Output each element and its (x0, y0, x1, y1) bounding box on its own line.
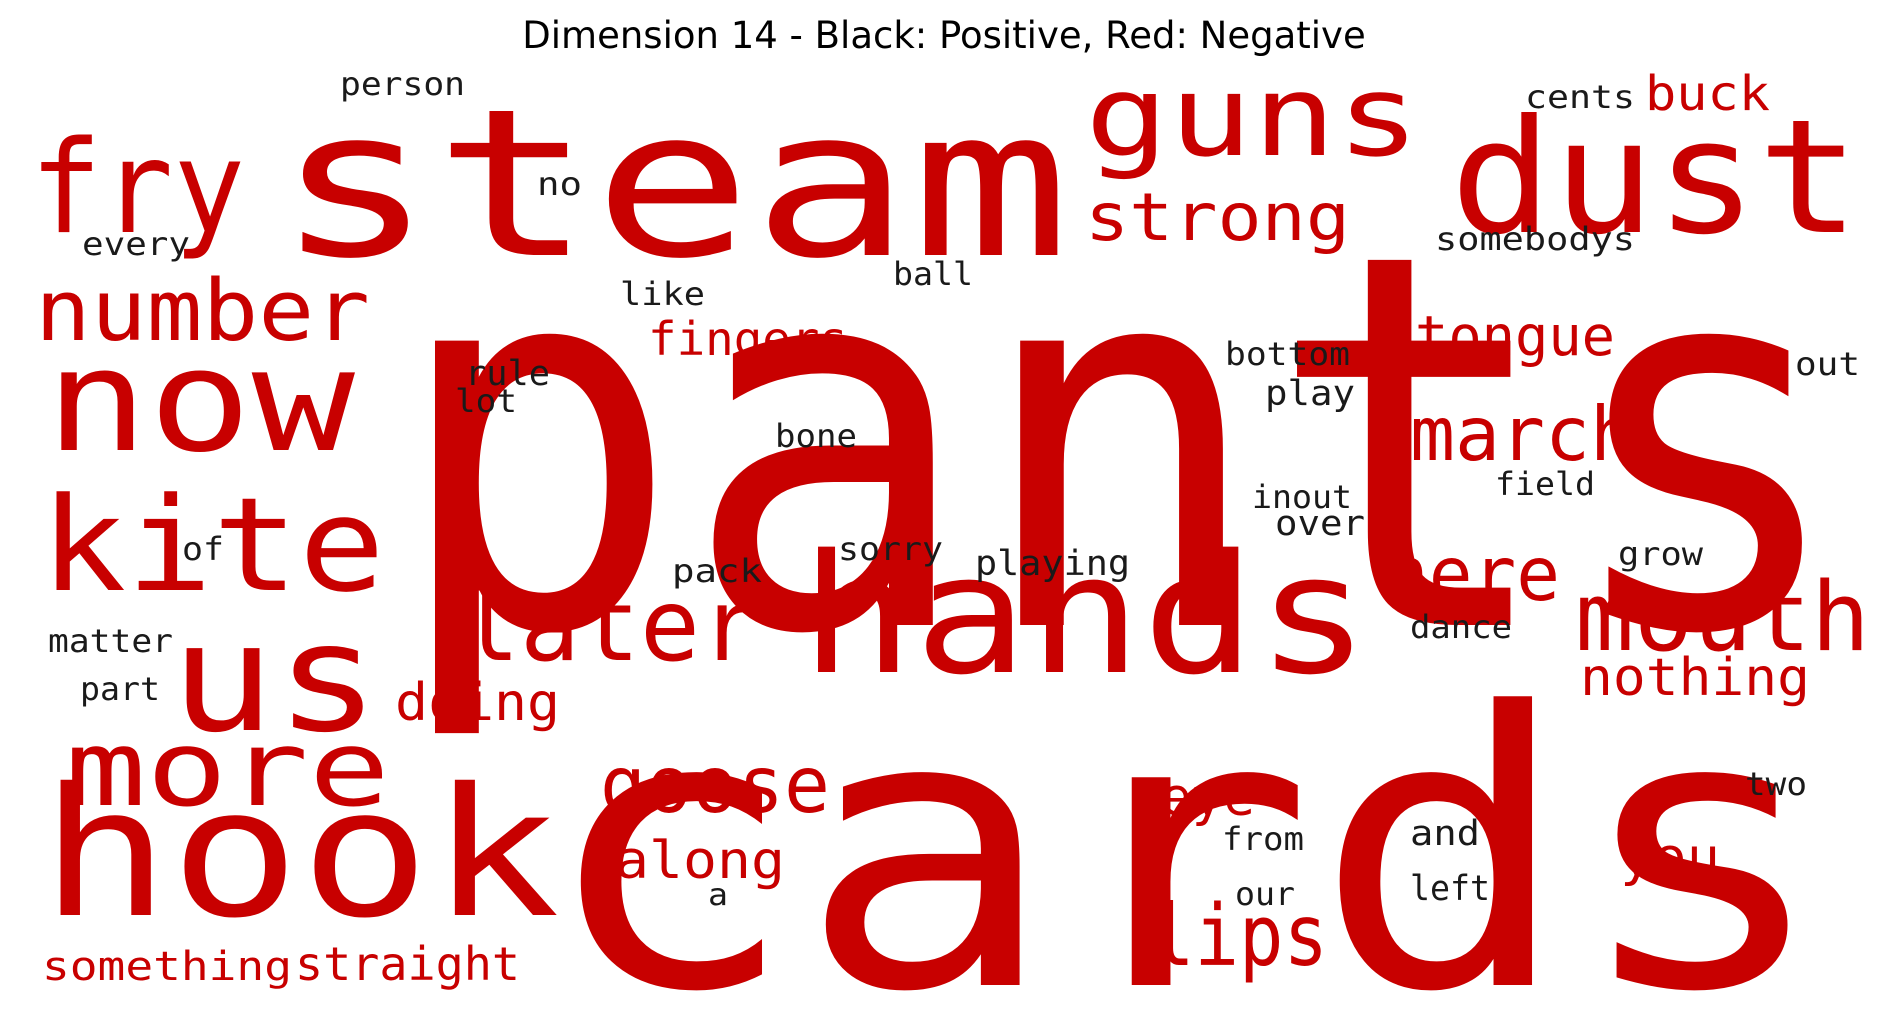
word-fingers: fingers (648, 312, 848, 366)
word-field: field (1495, 465, 1595, 503)
word-and: and (1410, 814, 1480, 854)
word-eye: eye (1160, 768, 1255, 828)
word-person: person (340, 65, 465, 103)
word-hands: hands (800, 519, 1370, 711)
word-goose: goose (600, 741, 830, 831)
word-strong: strong (1085, 179, 1350, 256)
word-lot: lot (455, 382, 517, 420)
word-of: of (182, 530, 224, 568)
word-later: later (460, 567, 760, 684)
word-along: along (615, 831, 785, 891)
word-hook: hook (40, 750, 560, 957)
word-march: march (1410, 390, 1635, 478)
word-no: no (537, 165, 582, 203)
word-inout: inout (1252, 478, 1352, 516)
word-a: a (708, 878, 728, 913)
word-tongue: tongue (1415, 304, 1615, 368)
word-playing: playing (975, 544, 1130, 584)
word-every: every (82, 225, 190, 263)
word-out: out (1795, 345, 1860, 383)
word-something: something (42, 944, 292, 990)
word-pants: pants (390, 142, 1850, 748)
word-mouth: mouth (1575, 563, 1870, 673)
word-doing: doing (395, 673, 560, 733)
word-part: part (80, 670, 160, 708)
word-like: like (620, 275, 705, 313)
word-pack: pack (672, 552, 762, 590)
word-somebodys: somebodys (1435, 220, 1635, 258)
word-over: over (1275, 504, 1365, 544)
word-cards: cards (540, 632, 1830, 1010)
word-our: our (1235, 875, 1295, 913)
word-grow: grow (1618, 535, 1704, 573)
word-two: two (1745, 765, 1807, 803)
word-guns: guns (1085, 52, 1420, 182)
word-number: number (35, 262, 370, 361)
word-bone: bone (775, 417, 857, 455)
word-steam: steam (275, 66, 1070, 304)
word-play: play (1265, 374, 1355, 414)
word-you: you (1620, 828, 1720, 888)
word-dance: dance (1410, 608, 1512, 646)
word-left: left (1410, 869, 1490, 909)
word-buck: buck (1645, 66, 1770, 122)
word-matter: matter (48, 622, 173, 660)
word-rule: rule (465, 354, 550, 394)
word-cents: cents (1525, 78, 1635, 116)
word-kite: kite (40, 469, 385, 621)
word-here: here (1385, 530, 1560, 618)
word-more: more (65, 708, 390, 830)
word-nothing: nothing (1580, 648, 1810, 708)
word-fry: fry (30, 114, 245, 263)
chart-title: Dimension 14 - Black: Positive, Red: Neg… (522, 14, 1366, 57)
word-now: now (45, 319, 356, 484)
word-straight: straight (295, 937, 520, 991)
word-ball: ball (893, 255, 973, 293)
word-dust: dust (1450, 86, 1860, 270)
word-from: from (1222, 820, 1304, 858)
word-sorry: sorry (838, 530, 943, 568)
word-us: us (170, 592, 380, 766)
word-lips: lips (1150, 887, 1328, 986)
word-bottom: bottom (1225, 335, 1350, 373)
